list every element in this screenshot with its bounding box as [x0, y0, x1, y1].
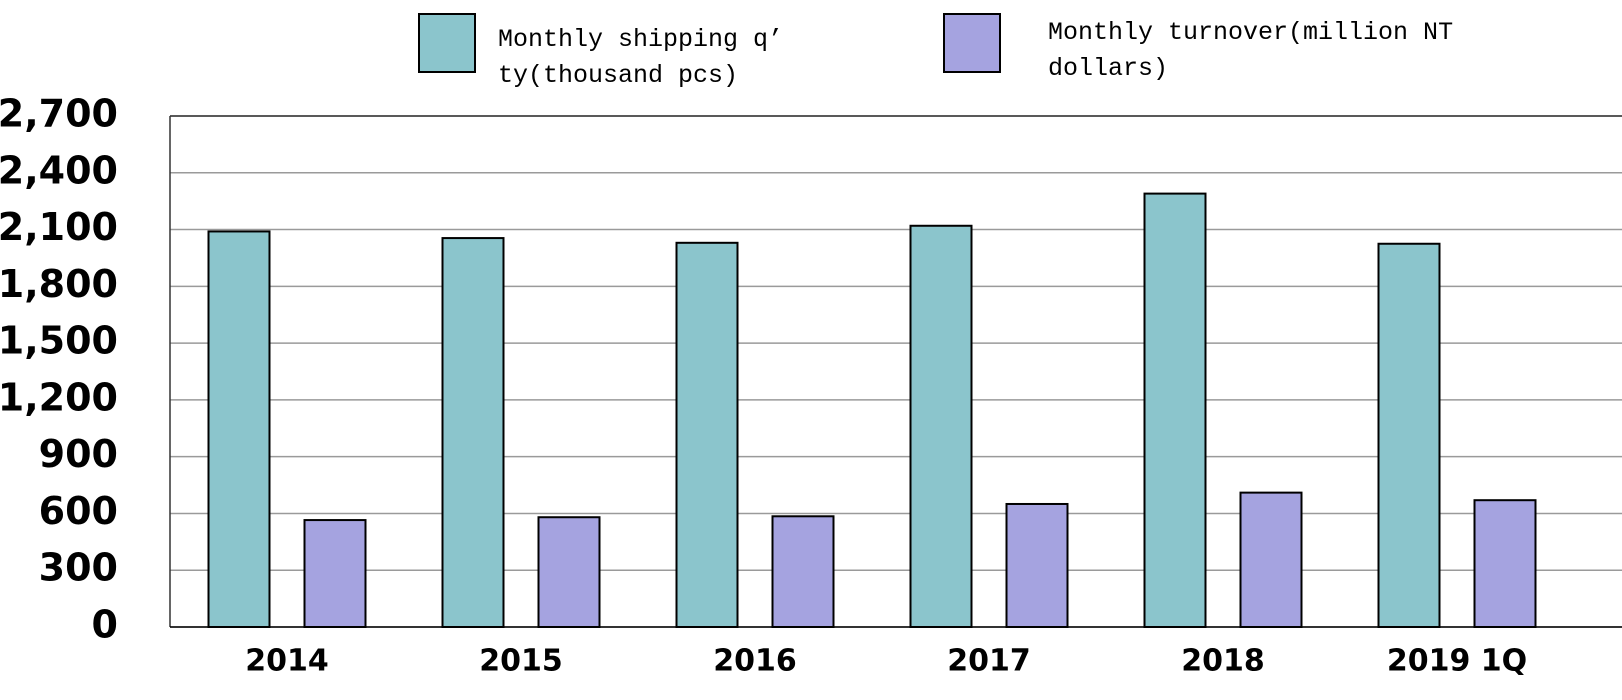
bar: [1143, 192, 1207, 629]
y-tick-label: 0: [92, 603, 118, 647]
bar: [675, 241, 739, 628]
legend-swatch: [943, 13, 1001, 73]
bar: [1473, 499, 1537, 628]
x-tick-label: 2014: [245, 644, 329, 679]
legend-swatch: [418, 13, 476, 73]
bar: [771, 515, 835, 628]
y-tick-label: 2,400: [0, 148, 118, 192]
y-tick-label: 900: [39, 432, 118, 476]
bar: [441, 237, 505, 628]
x-tick-label: 2019 1Q: [1387, 644, 1527, 679]
y-tick-label: 1,800: [0, 262, 118, 306]
y-tick-label: 2,100: [0, 205, 118, 249]
bar: [303, 519, 367, 629]
legend-label: Monthly turnover(million NT dollars): [1048, 18, 1454, 83]
x-tick-label: 2018: [1181, 644, 1265, 679]
legend-label: Monthly shipping q’ ty(thousand pcs): [498, 25, 784, 90]
x-tick-label: 2017: [947, 644, 1031, 679]
bar: [1005, 502, 1069, 628]
y-tick-label: 1,500: [0, 319, 118, 363]
x-tick-label: 2016: [713, 644, 797, 679]
y-tick-label: 300: [39, 546, 118, 590]
bar: [1377, 242, 1441, 628]
y-tick-label: 2,700: [0, 92, 118, 136]
bar: [207, 230, 271, 628]
y-tick-label: 1,200: [0, 375, 118, 419]
x-tick-label: 2015: [479, 644, 563, 679]
bar: [1239, 491, 1303, 628]
y-tick-label: 600: [39, 489, 118, 533]
bar: [537, 516, 601, 628]
bar: [909, 224, 973, 629]
